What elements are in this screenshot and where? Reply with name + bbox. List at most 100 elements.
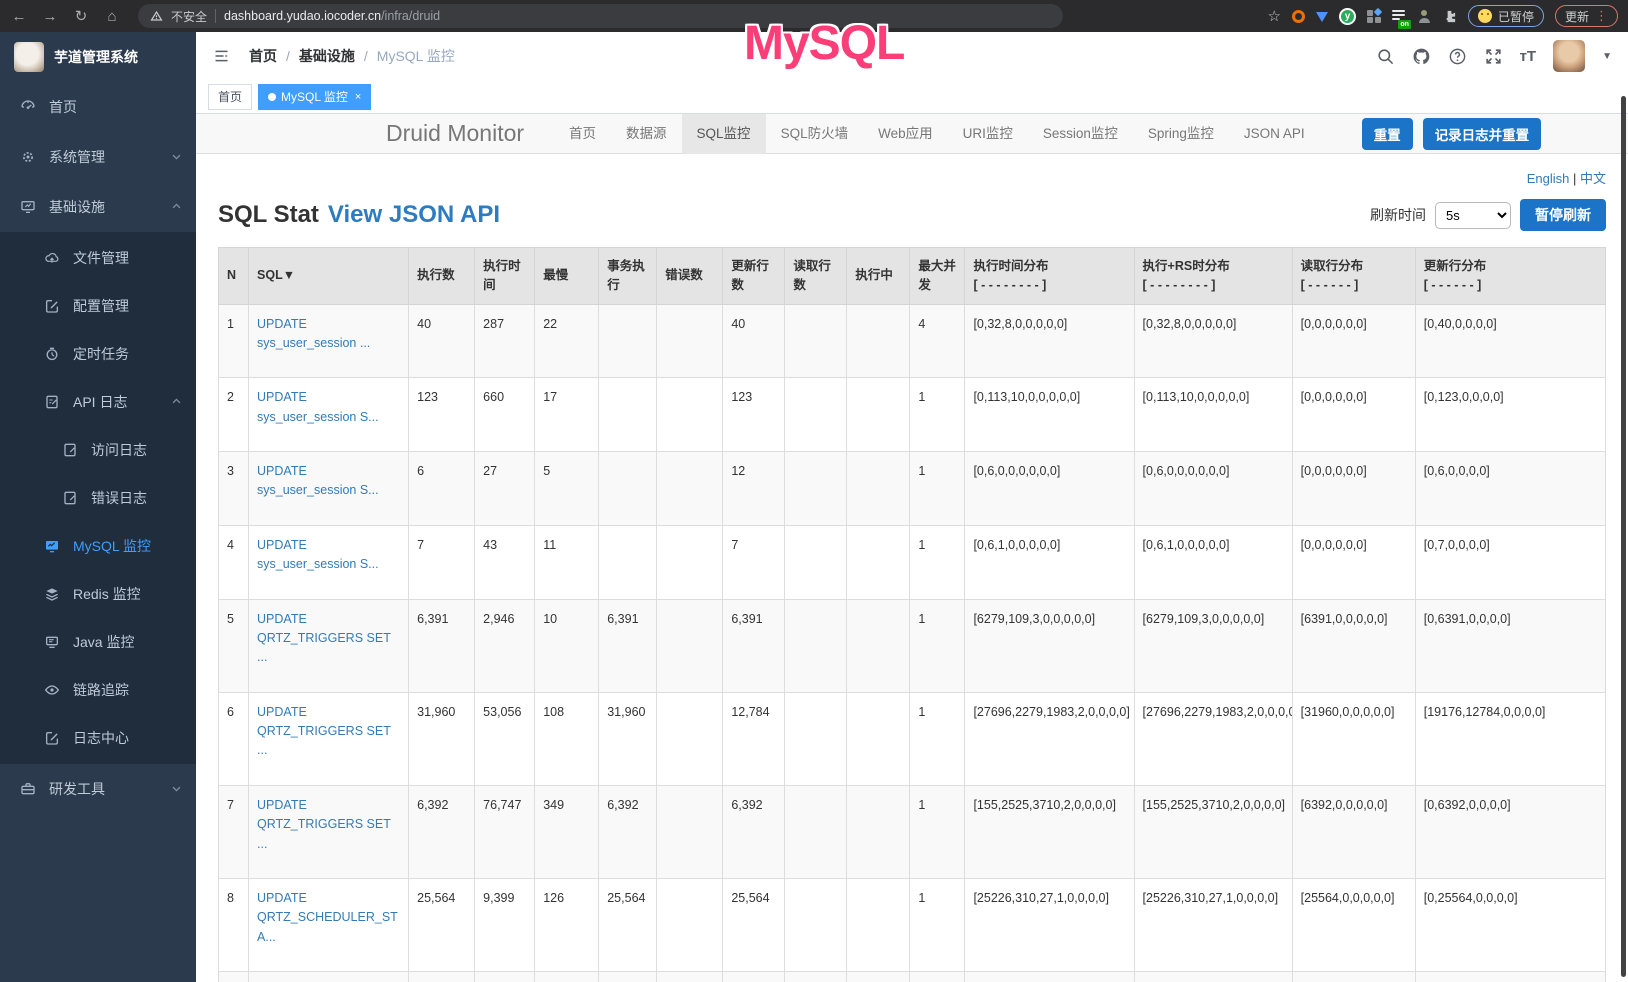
font-size-icon[interactable]: тT [1519,47,1537,65]
breadcrumb-infra[interactable]: 基础设施 [298,48,355,64]
sidebar-item-log-center[interactable]: 日志中心 [0,714,196,762]
col-sql[interactable]: SQL▼ [248,247,410,305]
col-slowest[interactable]: 最慢 [534,247,600,305]
sidebar-item-infra[interactable]: 基础设施 [0,182,196,232]
reload-icon[interactable]: ↻ [74,8,88,25]
help-icon[interactable] [1448,47,1467,66]
col-error-count[interactable]: 错误数 [656,247,724,305]
cell-read-rows [784,377,848,452]
cell-exec-time: 2,946 [474,598,536,693]
cell-update-dist: [0,6392,0,0,0,0] [1414,784,1607,879]
sidebar-item-java-monitor[interactable]: Java 监控 [0,618,196,666]
druid-tab-uri[interactable]: URI监控 [962,125,1013,141]
view-json-api-link[interactable]: View JSON API [327,201,500,228]
url-text[interactable]: dashboard.yudao.iocoder.cn/infra/druid [224,9,441,23]
col-update-dist[interactable]: 更新行分布[ - - - - - - ] [1414,247,1607,305]
refresh-interval-select[interactable]: 5s [1435,201,1511,229]
extension-squares-icon[interactable] [1366,7,1383,23]
cell-max-concurrent: 1 [909,598,966,693]
bookmark-star-icon[interactable]: ☆ [1267,8,1281,25]
druid-tab-spring[interactable]: Spring监控 [1147,125,1214,141]
app-logo[interactable]: 芋道管理系统 [0,32,196,82]
druid-tab-wall[interactable]: SQL防火墙 [780,125,849,141]
lang-english-link[interactable]: English [1526,171,1570,186]
col-exec-rs-dist[interactable]: 执行+RS时分布[ - - - - - - - - ] [1133,247,1293,305]
avatar-caret-icon[interactable]: ▼ [1602,50,1612,62]
sql-link[interactable]: UPDATE QRTZ_TRIGGERS SET ... [257,704,391,758]
extensions-puzzle-icon[interactable] [1442,9,1457,24]
sidebar-item-dev-tools[interactable]: 研发工具 [0,764,196,814]
druid-tab-webapp[interactable]: Web应用 [878,125,933,141]
log-and-reset-button[interactable]: 记录日志并重置 [1422,117,1542,150]
github-icon[interactable] [1412,47,1431,66]
druid-tab-home[interactable]: 首页 [569,125,597,141]
hamburger-icon[interactable] [212,48,231,64]
sidebar-item-api-logs[interactable]: API 日志 [0,378,196,426]
log-doc-icon [62,442,78,458]
sidebar-item-redis-monitor[interactable]: Redis 监控 [0,570,196,618]
cell-exec-time: 27 [474,451,536,526]
security-label[interactable]: 不安全 [171,9,208,24]
druid-tab-datasource[interactable]: 数据源 [626,125,667,141]
fullscreen-icon[interactable] [1484,47,1503,66]
sql-link[interactable]: UPDATE QRTZ_SCHEDULER_STA... [257,890,398,944]
sidebar-item-cron-jobs[interactable]: 定时任务 [0,330,196,378]
home-icon[interactable]: ⌂ [107,7,117,25]
col-update-rows[interactable]: 更新行数 [722,247,786,305]
main-area: 首页 / 基础设施 / MySQL 监控 тT ▼ 首页 MySQL 监控 [196,32,1628,982]
sidebar-item-tracing[interactable]: 链路追踪 [0,666,196,714]
col-tx-exec[interactable]: 事务执行 [598,247,658,305]
chrome-menu-icon[interactable]: ⋮ [1595,8,1608,23]
forward-icon[interactable]: → [42,7,58,25]
col-exec-time[interactable]: 执行时间 [474,247,536,305]
cell-running [846,877,911,973]
sql-link[interactable]: UPDATE QRTZ_TRIGGERS SET ... [257,611,391,665]
back-icon[interactable]: ← [11,7,27,25]
table-row: 8 UPDATE QRTZ_SCHEDULER_STA... 25,564 9,… [217,877,1607,973]
sql-link[interactable]: UPDATE sys_user_session S... [257,464,379,498]
sql-link[interactable]: UPDATE sys_user_session S... [257,537,379,572]
col-read-rows[interactable]: 读取行数 [784,247,848,305]
col-running[interactable]: 执行中 [846,247,911,305]
tag-home[interactable]: 首页 [208,83,253,110]
profile-paused-badge[interactable]: 已暂停 [1467,5,1544,27]
chrome-update-button[interactable]: 更新 ⋮ [1554,5,1618,27]
search-icon[interactable] [1376,47,1395,66]
page-scrollbar[interactable] [1621,96,1626,977]
sidebar-item-error-log[interactable]: 错误日志 [0,474,196,522]
cell-max-concurrent: 1 [909,451,966,526]
close-tag-icon[interactable]: × [354,90,362,103]
sidebar-item-mysql-monitor[interactable]: MySQL 监控 [0,522,196,570]
extension-gem-icon[interactable] [1315,12,1328,22]
breadcrumb-home[interactable]: 首页 [249,48,277,64]
druid-tab-sql[interactable]: SQL监控 [681,113,766,154]
sql-link[interactable]: UPDATE sys_user_session S... [257,390,379,424]
pause-refresh-button[interactable]: 暂停刷新 [1520,199,1606,231]
sql-link[interactable]: UPDATE sys_user_session ... [257,316,371,350]
cell-n: 1 [217,303,250,379]
sql-link[interactable]: UPDATE QRTZ_TRIGGERS SET ... [257,797,391,851]
extension-list-icon[interactable]: on [1391,9,1411,29]
col-exec-time-dist[interactable]: 执行时间分布[ - - - - - - - - ] [964,247,1135,305]
profile-avatar-icon [1477,9,1492,23]
sidebar-item-access-log[interactable]: 访问日志 [0,426,196,474]
active-dot-icon [268,92,277,101]
col-read-dist[interactable]: 读取行分布[ - - - - - - ] [1291,247,1416,305]
lang-chinese-link[interactable]: 中文 [1579,171,1606,186]
sidebar-item-config-manage[interactable]: 配置管理 [0,282,196,330]
extension-donut-icon[interactable] [1291,9,1305,23]
tag-mysql-monitor[interactable]: MySQL 监控 × [258,83,372,110]
druid-tab-json-api[interactable]: JSON API [1243,125,1305,141]
sidebar-item-system[interactable]: 系统管理 [0,132,196,182]
cell-max-concurrent: 1 [909,784,966,879]
druid-tab-session[interactable]: Session监控 [1042,125,1118,141]
reset-button[interactable]: 重置 [1361,117,1413,150]
col-exec-count[interactable]: 执行数 [408,247,476,305]
address-bar[interactable]: 不安全 dashboard.yudao.iocoder.cn/infra/dru… [138,4,1063,28]
col-max-concurrent[interactable]: 最大并发 [909,247,966,305]
user-avatar[interactable] [1553,40,1586,72]
sidebar-item-file-manage[interactable]: 文件管理 [0,234,196,282]
sidebar-item-home[interactable]: 首页 [0,82,196,132]
extension-person-icon[interactable] [1418,9,1431,23]
extension-green-icon[interactable]: y [1338,7,1356,25]
